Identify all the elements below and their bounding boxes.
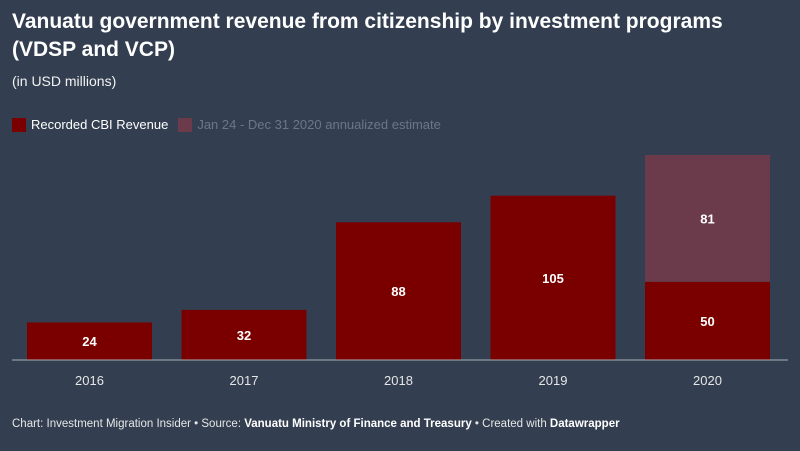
legend: Recorded CBI Revenue Jan 24 - Dec 31 202… [12,117,451,132]
footer-middle: • Created with [471,418,550,430]
footer-prefix: Chart: Investment Migration Insider • So… [12,418,245,430]
legend-item-estimate: Jan 24 - Dec 31 2020 annualized estimate [178,117,441,132]
footer-tool: Datawrapper [549,418,620,430]
chart-title: Vanuatu government revenue from citizens… [12,10,723,61]
bar-2018-series-1 [336,222,461,360]
x-tick-label-2020: 2020 [693,373,722,388]
legend-item-recorded: Recorded CBI Revenue [12,117,168,132]
chart-subtitle: (in USD millions) [12,73,117,89]
x-tick-label-2018: 2018 [384,373,413,388]
data-label-2020-series-2: 81 [700,211,714,226]
legend-label-recorded: Recorded CBI Revenue [31,117,169,132]
chart-footer: Chart: Investment Migration Insider • So… [12,418,620,430]
x-tick-label-2016: 2016 [75,373,104,388]
x-tick-label-2019: 2019 [539,373,568,388]
bar-2020-series-2 [645,155,770,282]
data-label-2019-series-1: 105 [542,271,564,286]
legend-label-estimate: Jan 24 - Dec 31 2020 annualized estimate [197,117,441,132]
bar-2017-series-1 [181,309,307,360]
legend-swatch-recorded [12,117,26,132]
data-label-2017-series-1: 32 [237,328,251,343]
bar-2020-series-1 [645,281,770,360]
bar-2019-series-1 [490,195,616,360]
x-tick-label-2017: 2017 [230,373,259,388]
data-label-2020-series-1: 50 [700,314,714,329]
data-label-2018-series-1: 88 [391,284,405,299]
data-label-2016-series-1: 24 [82,334,97,349]
footer-source: Vanuatu Ministry of Finance and Treasury [244,418,472,430]
legend-swatch-estimate [178,117,193,132]
bar-2016-series-1 [27,322,152,360]
